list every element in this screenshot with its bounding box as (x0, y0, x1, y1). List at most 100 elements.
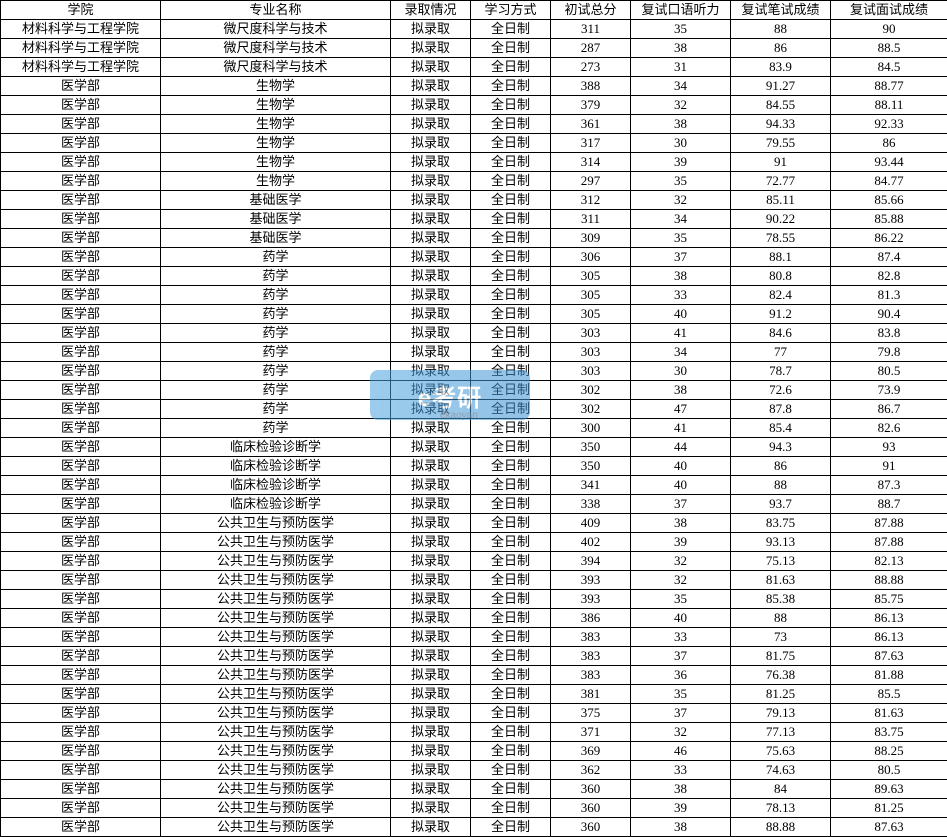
cell: 拟录取 (391, 153, 471, 172)
cell: 医学部 (1, 495, 161, 514)
cell: 全日制 (471, 39, 551, 58)
cell: 38 (631, 381, 731, 400)
cell: 88.25 (831, 742, 947, 761)
cell: 93.44 (831, 153, 947, 172)
cell: 拟录取 (391, 39, 471, 58)
cell: 拟录取 (391, 628, 471, 647)
cell: 全日制 (471, 685, 551, 704)
table-row: 医学部药学拟录取全日制3063788.187.4 (1, 248, 947, 267)
cell: 32 (631, 723, 731, 742)
cell: 90.4 (831, 305, 947, 324)
cell: 87.63 (831, 647, 947, 666)
cell: 309 (551, 229, 631, 248)
cell: 全日制 (471, 552, 551, 571)
table-row: 医学部公共卫生与预防医学拟录取全日制386408886.13 (1, 609, 947, 628)
cell: 393 (551, 590, 631, 609)
cell: 381 (551, 685, 631, 704)
cell: 医学部 (1, 400, 161, 419)
cell: 公共卫生与预防医学 (161, 818, 391, 837)
cell: 361 (551, 115, 631, 134)
cell: 拟录取 (391, 438, 471, 457)
cell: 87.4 (831, 248, 947, 267)
cell: 拟录取 (391, 571, 471, 590)
cell: 医学部 (1, 799, 161, 818)
cell: 350 (551, 438, 631, 457)
cell: 75.63 (731, 742, 831, 761)
table-row: 医学部基础医学拟录取全日制3123285.1185.66 (1, 191, 947, 210)
cell: 32 (631, 96, 731, 115)
cell: 微尺度科学与技术 (161, 58, 391, 77)
cell: 临床检验诊断学 (161, 495, 391, 514)
cell: 拟录取 (391, 457, 471, 476)
cell: 医学部 (1, 210, 161, 229)
cell: 全日制 (471, 799, 551, 818)
table-body: 材料科学与工程学院微尺度科学与技术拟录取全日制311358890材料科学与工程学… (1, 20, 947, 837)
cell: 材料科学与工程学院 (1, 20, 161, 39)
cell: 拟录取 (391, 685, 471, 704)
cell: 36 (631, 666, 731, 685)
cell: 37 (631, 704, 731, 723)
cell: 91 (731, 153, 831, 172)
cell: 全日制 (471, 115, 551, 134)
cell: 全日制 (471, 324, 551, 343)
cell: 85.75 (831, 590, 947, 609)
cell: 药学 (161, 286, 391, 305)
cell: 83.75 (831, 723, 947, 742)
cell: 88 (731, 476, 831, 495)
cell: 88.7 (831, 495, 947, 514)
cell: 78.13 (731, 799, 831, 818)
table-row: 材料科学与工程学院微尺度科学与技术拟录取全日制311358890 (1, 20, 947, 39)
cell: 81.25 (731, 685, 831, 704)
cell: 医学部 (1, 362, 161, 381)
cell: 全日制 (471, 172, 551, 191)
cell: 360 (551, 818, 631, 837)
cell: 402 (551, 533, 631, 552)
cell: 75.13 (731, 552, 831, 571)
table-row: 医学部公共卫生与预防医学拟录取全日制360388489.63 (1, 780, 947, 799)
table-row: 医学部基础医学拟录取全日制3093578.5586.22 (1, 229, 947, 248)
table-row: 医学部药学拟录取全日制3054091.290.4 (1, 305, 947, 324)
cell: 公共卫生与预防医学 (161, 552, 391, 571)
cell: 84.5 (831, 58, 947, 77)
cell: 41 (631, 324, 731, 343)
cell: 拟录取 (391, 115, 471, 134)
cell: 医学部 (1, 191, 161, 210)
cell: 全日制 (471, 780, 551, 799)
cell: 医学部 (1, 343, 161, 362)
cell: 医学部 (1, 305, 161, 324)
cell: 78.7 (731, 362, 831, 381)
cell: 86 (731, 39, 831, 58)
table-row: 医学部公共卫生与预防医学拟录取全日制3753779.1381.63 (1, 704, 947, 723)
cell: 91.27 (731, 77, 831, 96)
cell: 拟录取 (391, 495, 471, 514)
cell: 79.13 (731, 704, 831, 723)
cell: 85.66 (831, 191, 947, 210)
cell: 35 (631, 20, 731, 39)
cell: 79.8 (831, 343, 947, 362)
cell: 全日制 (471, 134, 551, 153)
cell: 医学部 (1, 153, 161, 172)
cell: 33 (631, 761, 731, 780)
cell: 76.38 (731, 666, 831, 685)
col-header: 学习方式 (471, 1, 551, 20)
cell: 94.3 (731, 438, 831, 457)
cell: 37 (631, 495, 731, 514)
cell: 86.22 (831, 229, 947, 248)
table-row: 医学部公共卫生与预防医学拟录取全日制3623374.6380.5 (1, 761, 947, 780)
cell: 拟录取 (391, 590, 471, 609)
cell: 80.8 (731, 267, 831, 286)
cell: 医学部 (1, 324, 161, 343)
cell: 312 (551, 191, 631, 210)
cell: 46 (631, 742, 731, 761)
cell: 88.11 (831, 96, 947, 115)
table-row: 医学部公共卫生与预防医学拟录取全日制3603978.1381.25 (1, 799, 947, 818)
cell: 39 (631, 799, 731, 818)
cell: 生物学 (161, 172, 391, 191)
cell: 83.75 (731, 514, 831, 533)
cell: 基础医学 (161, 229, 391, 248)
cell: 73 (731, 628, 831, 647)
cell: 38 (631, 514, 731, 533)
cell: 87.63 (831, 818, 947, 837)
cell: 医学部 (1, 134, 161, 153)
col-header: 录取情况 (391, 1, 471, 20)
